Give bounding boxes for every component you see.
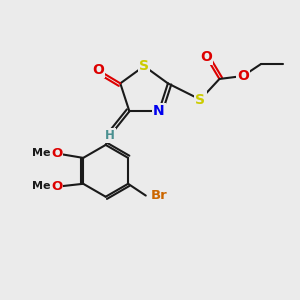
Text: O: O — [51, 180, 62, 193]
Text: Me: Me — [32, 181, 51, 191]
Text: Me: Me — [32, 148, 51, 158]
Text: S: S — [139, 59, 149, 73]
Text: S: S — [195, 93, 205, 106]
Text: H: H — [105, 129, 115, 142]
Text: O: O — [200, 50, 212, 64]
Text: O: O — [92, 63, 104, 77]
Text: O: O — [237, 69, 249, 83]
Text: N: N — [153, 104, 165, 118]
Text: O: O — [51, 147, 62, 160]
Text: Br: Br — [151, 189, 168, 202]
